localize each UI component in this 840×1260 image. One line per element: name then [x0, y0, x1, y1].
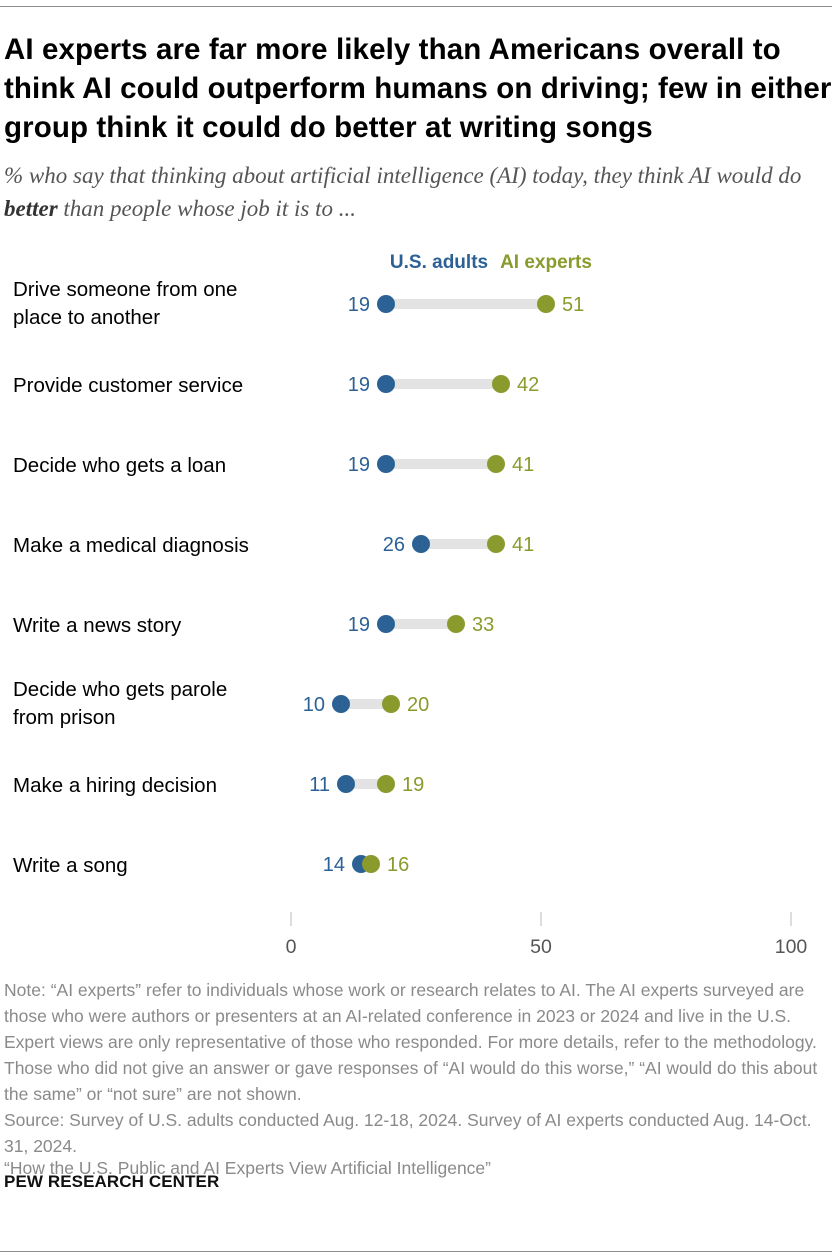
dot-plot-chart: U.S. adults AI experts Drive someone from … — [13, 252, 808, 958]
dot-ai-experts — [362, 855, 380, 873]
chart-title: AI experts are far more likely than Amer… — [4, 33, 832, 144]
dot-ai-experts — [377, 775, 395, 793]
dot-us-adults — [377, 295, 395, 313]
dot-us-adults — [377, 455, 395, 473]
dot-ai-experts — [487, 455, 505, 473]
legend-ai-experts: AI experts — [500, 252, 592, 273]
category-label: Write a song — [13, 854, 128, 877]
category-label: Make a medical diagnosis — [13, 534, 249, 557]
dot-us-adults — [412, 535, 430, 553]
x-axis-tick-label: 0 — [286, 936, 297, 958]
value-label-us-adults: 10 — [303, 694, 325, 716]
chart-subtitle: % who say that thinking about artificial… — [4, 159, 824, 225]
x-axis-tick-label: 50 — [530, 936, 552, 958]
category-label: Provide customer service — [13, 374, 243, 397]
value-label-ai-experts: 51 — [562, 294, 584, 316]
category-label: Make a hiring decision — [13, 774, 217, 797]
value-label-ai-experts: 41 — [512, 454, 534, 476]
value-label-us-adults: 14 — [323, 854, 345, 876]
value-label-ai-experts: 20 — [407, 694, 429, 716]
dot-ai-experts — [447, 615, 465, 633]
source-text: Source: Survey of U.S. adults conducted … — [4, 1110, 812, 1156]
dot-us-adults — [332, 695, 350, 713]
value-label-us-adults: 26 — [383, 534, 405, 556]
legend-us-adults: U.S. adults — [390, 252, 488, 273]
pew-logo-text: PEW RESEARCH CENTER — [4, 1172, 220, 1191]
x-axis-tick-label: 100 — [775, 936, 808, 958]
report-title: “How the U.S. Public and AI Experts View… — [4, 1158, 491, 1178]
dot-ai-experts — [487, 535, 505, 553]
note-text: Note: “AI experts” refer to individuals … — [4, 980, 818, 1104]
value-label-ai-experts: 42 — [517, 374, 539, 396]
value-label-ai-experts: 16 — [387, 854, 409, 876]
category-label: Decide who gets a loan — [13, 454, 226, 477]
value-label-ai-experts: 19 — [402, 774, 424, 796]
subtitle-emphasis: better — [4, 196, 58, 221]
dot-us-adults — [337, 775, 355, 793]
chart-notes: Note: “AI experts” refer to individuals … — [4, 977, 830, 1159]
category-label: Decide who gets parole from prison — [13, 678, 227, 729]
category-label: Drive someone from one place to another — [13, 278, 237, 329]
top-rule — [0, 6, 832, 7]
subtitle-text-before: % who say that thinking about artificial… — [4, 163, 802, 188]
dot-us-adults — [377, 615, 395, 633]
value-label-ai-experts: 41 — [512, 534, 534, 556]
value-label-us-adults: 19 — [348, 614, 370, 636]
value-label-us-adults: 11 — [309, 774, 330, 796]
dot-us-adults — [377, 375, 395, 393]
subtitle-text-after: than people whose job it is to ... — [57, 196, 357, 221]
value-label-us-adults: 19 — [348, 374, 370, 396]
value-label-us-adults: 19 — [348, 294, 370, 316]
category-label: Write a news story — [13, 614, 182, 637]
dot-ai-experts — [492, 375, 510, 393]
dot-ai-experts — [537, 295, 555, 313]
bottom-rule — [0, 1251, 832, 1252]
value-label-ai-experts: 33 — [472, 614, 494, 636]
dot-ai-experts — [382, 695, 400, 713]
value-label-us-adults: 19 — [348, 454, 370, 476]
